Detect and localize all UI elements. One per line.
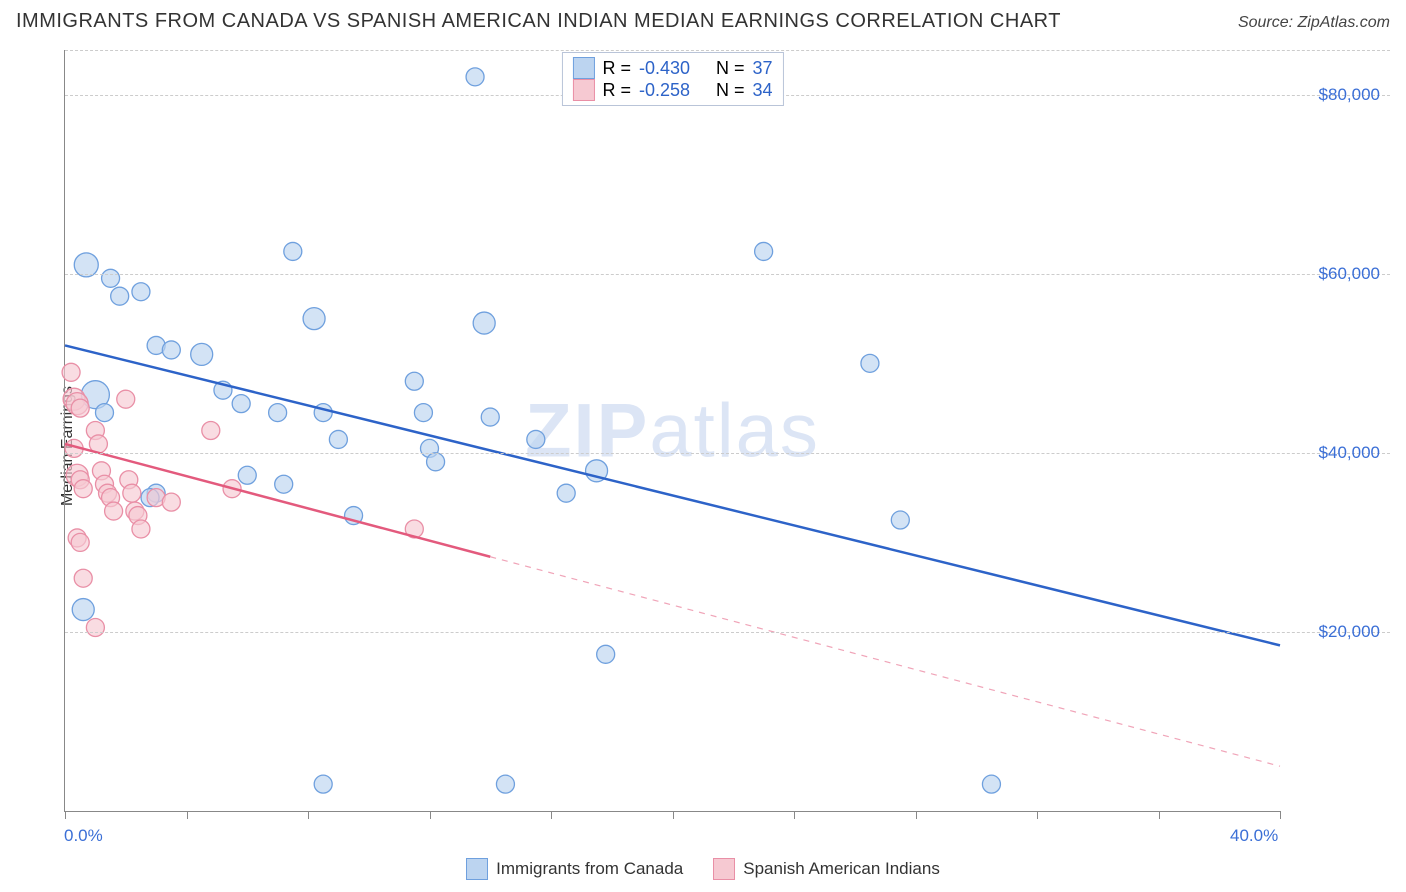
canada-point — [329, 430, 347, 448]
canada-swatch-icon — [466, 858, 488, 880]
chart-title: IMMIGRANTS FROM CANADA VS SPANISH AMERIC… — [16, 10, 1061, 33]
legend-row-canada: R = -0.430 N = 37 — [572, 57, 772, 79]
r-label: R = — [602, 58, 631, 79]
spanish-point — [74, 569, 92, 587]
gridline — [65, 274, 1390, 275]
x-tick — [65, 811, 66, 819]
canada-point — [755, 242, 773, 260]
canada-swatch-icon — [572, 57, 594, 79]
x-tick — [1280, 811, 1281, 819]
canada-point — [191, 343, 213, 365]
canada-point — [284, 242, 302, 260]
canada-point — [466, 68, 484, 86]
x-tick — [551, 811, 552, 819]
canada-point — [427, 453, 445, 471]
canada-point — [111, 287, 129, 305]
canada-point — [861, 354, 879, 372]
legend-row-spanish: R = -0.258 N = 34 — [572, 79, 772, 101]
gridline — [65, 632, 1390, 633]
x-tick — [673, 811, 674, 819]
canada-point — [95, 404, 113, 422]
spanish-point — [132, 520, 150, 538]
chart-area: Median Earnings ZIPatlas R =-0.430N =37R… — [16, 50, 1390, 842]
spanish-point — [62, 363, 80, 381]
n-label: N = — [716, 80, 745, 101]
x-max-label: 40.0% — [1230, 826, 1278, 846]
canada-point — [473, 312, 495, 334]
spanish-swatch-icon — [713, 858, 735, 880]
x-tick — [430, 811, 431, 819]
canada-point — [597, 645, 615, 663]
canada-point — [102, 269, 120, 287]
y-tick-label: $60,000 — [1290, 264, 1380, 284]
x-tick — [1159, 811, 1160, 819]
canada-series-name: Immigrants from Canada — [496, 859, 683, 879]
x-min-label: 0.0% — [64, 826, 103, 846]
legend-item-canada: Immigrants from Canada — [466, 858, 683, 880]
x-tick — [187, 811, 188, 819]
plot-area: ZIPatlas R =-0.430N =37R =-0.258N =34 $2… — [64, 50, 1280, 812]
spanish-swatch-icon — [572, 79, 594, 101]
canada-n-value: 37 — [753, 58, 773, 79]
canada-point — [303, 308, 325, 330]
spanish-point — [105, 502, 123, 520]
spanish-series-name: Spanish American Indians — [743, 859, 940, 879]
gridline — [65, 453, 1390, 454]
canada-point — [405, 372, 423, 390]
canada-point — [232, 395, 250, 413]
spanish-point — [202, 422, 220, 440]
x-tick — [794, 811, 795, 819]
canada-point — [132, 283, 150, 301]
legend-item-spanish: Spanish American Indians — [713, 858, 940, 880]
canada-point — [314, 775, 332, 793]
canada-trendline — [65, 345, 1280, 645]
x-tick — [916, 811, 917, 819]
chart-source: Source: ZipAtlas.com — [1238, 14, 1390, 32]
y-tick-label: $40,000 — [1290, 443, 1380, 463]
spanish-point — [71, 533, 89, 551]
plot-svg — [65, 50, 1280, 811]
chart-header: IMMIGRANTS FROM CANADA VS SPANISH AMERIC… — [0, 0, 1406, 39]
spanish-point — [123, 484, 141, 502]
canada-point — [557, 484, 575, 502]
spanish-point — [86, 618, 104, 636]
canada-point — [238, 466, 256, 484]
canada-r-value: -0.430 — [639, 58, 690, 79]
canada-point — [275, 475, 293, 493]
canada-point — [314, 404, 332, 422]
canada-point — [527, 430, 545, 448]
y-tick-label: $80,000 — [1290, 85, 1380, 105]
spanish-point — [71, 399, 89, 417]
canada-point — [982, 775, 1000, 793]
canada-point — [496, 775, 514, 793]
r-label: R = — [602, 80, 631, 101]
legend-series: Immigrants from Canada Spanish American I… — [0, 858, 1406, 880]
n-label: N = — [716, 58, 745, 79]
y-tick-label: $20,000 — [1290, 622, 1380, 642]
canada-point — [72, 599, 94, 621]
spanish-point — [162, 493, 180, 511]
x-tick — [1037, 811, 1038, 819]
spanish-r-value: -0.258 — [639, 80, 690, 101]
spanish-point — [117, 390, 135, 408]
canada-point — [891, 511, 909, 529]
canada-point — [414, 404, 432, 422]
spanish-point — [74, 480, 92, 498]
spanish-n-value: 34 — [753, 80, 773, 101]
canada-point — [162, 341, 180, 359]
canada-point — [269, 404, 287, 422]
x-tick — [308, 811, 309, 819]
legend-correlation-box: R = -0.430 N = 37 R = -0.258 N = 34 — [561, 52, 783, 106]
canada-point — [481, 408, 499, 426]
